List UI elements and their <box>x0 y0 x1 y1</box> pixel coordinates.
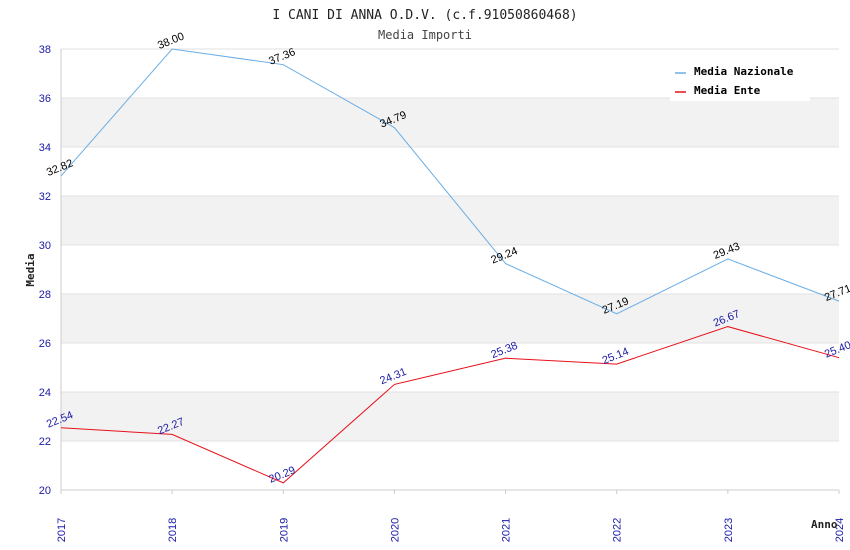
grid-band <box>61 294 839 343</box>
x-axis-label: Anno <box>811 518 838 531</box>
x-tick-label: 2017 <box>56 518 68 542</box>
legend: Media Nazionale Media Ente <box>670 61 810 101</box>
data-label: 24.31 <box>378 366 408 387</box>
series-line-media-ente <box>60 326 840 484</box>
y-tick-label: 34 <box>39 142 51 154</box>
x-tick-label: 2018 <box>167 518 179 542</box>
chart-title: I CANI DI ANNA O.D.V. (c.f.91050860468) <box>272 8 577 23</box>
y-axis-label: Media <box>24 253 37 286</box>
y-tick-label: 32 <box>39 191 51 203</box>
y-tick-label: 26 <box>39 338 51 350</box>
x-tick-label: 2019 <box>278 518 290 542</box>
grid-band <box>61 98 839 147</box>
y-tick-label: 24 <box>39 387 51 399</box>
data-label: 29.24 <box>489 245 519 266</box>
series-line-media-nazionale <box>60 48 840 315</box>
y-tick-label: 38 <box>39 44 51 56</box>
grid-band <box>61 392 839 441</box>
y-tick-label: 20 <box>39 485 51 497</box>
x-tick-label: 2024 <box>834 518 846 542</box>
y-tick-label: 36 <box>39 93 51 105</box>
x-tick-label: 2021 <box>501 518 513 542</box>
series-lines <box>60 48 840 484</box>
axes <box>60 49 840 494</box>
y-tick-label: 30 <box>39 240 51 252</box>
x-tick-label: 2020 <box>389 518 401 542</box>
data-label: 32.82 <box>45 157 75 178</box>
chart-subtitle: Media Importi <box>378 28 472 42</box>
y-tick-label: 22 <box>39 436 51 448</box>
legend-label-media-nazionale: Media Nazionale <box>694 65 794 78</box>
x-tick-label: 2022 <box>612 518 624 542</box>
grid-band <box>61 196 839 245</box>
x-tick-label: 2023 <box>723 518 735 542</box>
legend-box <box>670 61 810 101</box>
legend-label-media-ente: Media Ente <box>694 84 761 97</box>
y-tick-label: 28 <box>39 289 51 301</box>
